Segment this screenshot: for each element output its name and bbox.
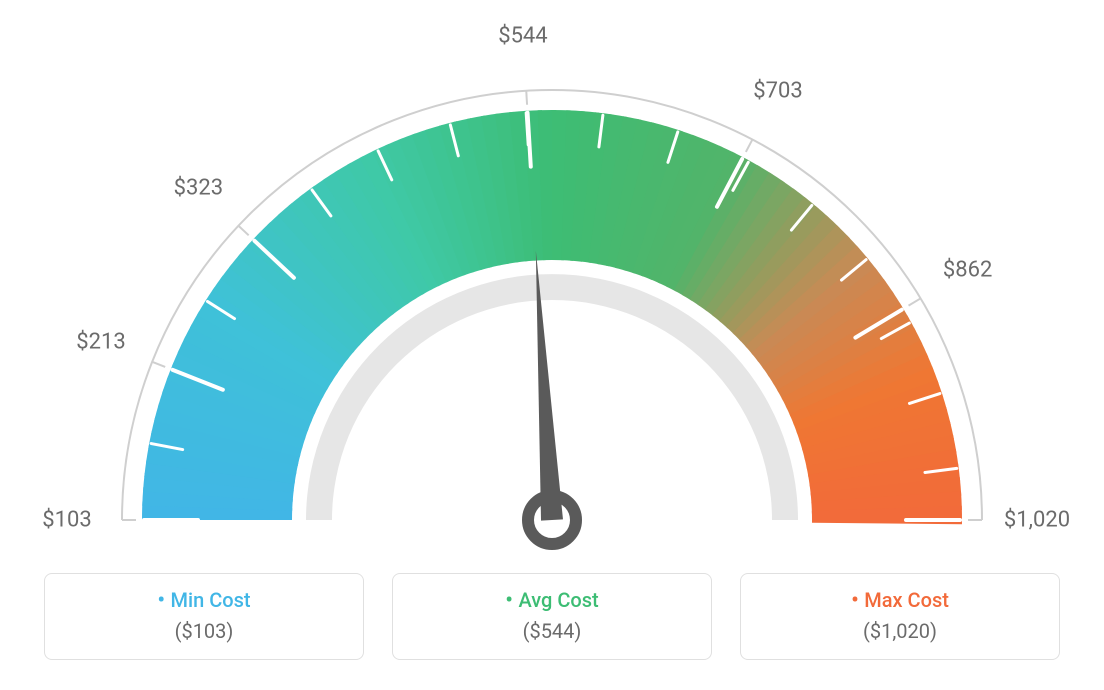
legend-card-min: Min Cost ($103) xyxy=(44,573,364,660)
legend-card-max: Max Cost ($1,020) xyxy=(740,573,1060,660)
legend-value-min: ($103) xyxy=(65,619,343,643)
legend-title-max: Max Cost xyxy=(761,588,1039,613)
legend-title-min: Min Cost xyxy=(65,588,343,613)
gauge-tick-label: $103 xyxy=(42,508,91,533)
legend-row: Min Cost ($103) Avg Cost ($544) Max Cost… xyxy=(0,573,1104,660)
gauge-tick-label: $1,020 xyxy=(1004,508,1070,533)
gauge-chart: $103 $213 $323 $544 $703 $862 $1,020 xyxy=(0,0,1104,560)
gauge-tick-label: $213 xyxy=(76,329,125,354)
legend-value-avg: ($544) xyxy=(413,619,691,643)
gauge-tick-label: $544 xyxy=(498,23,547,48)
legend-title-avg: Avg Cost xyxy=(413,588,691,613)
gauge-tick-label: $323 xyxy=(174,176,223,201)
legend-value-max: ($1,020) xyxy=(761,619,1039,643)
gauge-tick-label: $862 xyxy=(943,258,992,283)
gauge-svg xyxy=(0,0,1104,560)
gauge-tick-label: $703 xyxy=(753,78,802,103)
legend-card-avg: Avg Cost ($544) xyxy=(392,573,712,660)
